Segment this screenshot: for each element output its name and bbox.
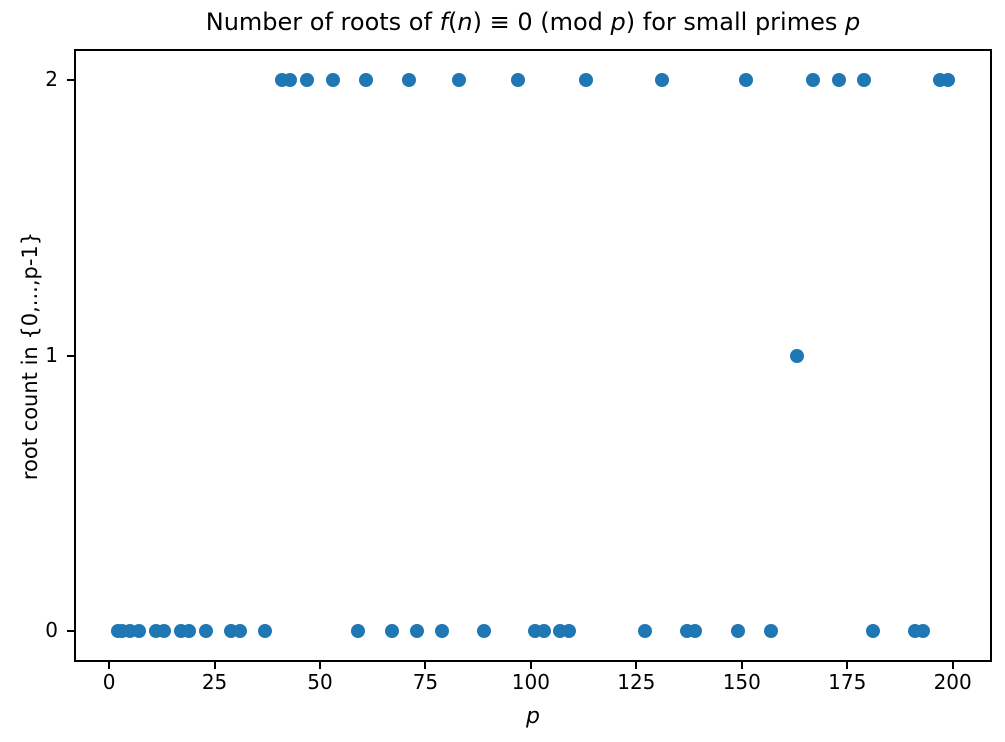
y-tick-label: 1 (45, 342, 58, 367)
y-tick-mark (67, 630, 74, 633)
data-point (359, 72, 374, 87)
x-tick-mark (529, 662, 532, 669)
title-text-part: ( (448, 8, 458, 36)
title-text-part: Number of roots of (205, 8, 440, 36)
y-tick-mark (67, 78, 74, 81)
x-tick-mark (635, 662, 638, 669)
data-point (865, 624, 880, 639)
data-point (536, 624, 551, 639)
data-point (258, 624, 273, 639)
data-point (156, 624, 171, 639)
data-point (325, 72, 340, 87)
x-tick-label: 175 (828, 670, 867, 694)
data-point (350, 624, 365, 639)
x-tick-label: 25 (201, 670, 228, 694)
data-point (941, 72, 956, 87)
x-tick-label: 75 (412, 670, 439, 694)
x-tick-mark (951, 662, 954, 669)
data-point (131, 624, 146, 639)
data-point (688, 624, 703, 639)
x-axis-label: p (526, 704, 540, 729)
data-point (831, 72, 846, 87)
data-point (401, 72, 416, 87)
x-tick-label: 125 (617, 670, 656, 694)
data-point (300, 72, 315, 87)
dots-layer (76, 51, 990, 660)
data-point (511, 72, 526, 87)
data-point (561, 624, 576, 639)
data-point (182, 624, 197, 639)
x-tick-mark (424, 662, 427, 669)
x-tick-label: 150 (722, 670, 761, 694)
data-point (654, 72, 669, 87)
data-point (283, 72, 298, 87)
y-tick-label: 0 (45, 618, 58, 643)
data-point (789, 348, 804, 363)
data-point (199, 624, 214, 639)
x-tick-label: 50 (307, 670, 333, 694)
data-point (916, 624, 931, 639)
title-math-part: p (845, 8, 861, 36)
x-tick-label: 100 (511, 670, 550, 694)
y-tick-mark (67, 354, 74, 357)
title-math-part: f (439, 8, 449, 36)
data-point (764, 624, 779, 639)
data-point (384, 624, 399, 639)
y-tick-label: 2 (45, 66, 58, 91)
x-tick-label: 200 (933, 670, 972, 694)
x-tick-mark (319, 662, 321, 669)
data-point (806, 72, 821, 87)
x-tick-mark (108, 662, 111, 669)
data-point (477, 624, 492, 639)
plot-area (74, 49, 992, 662)
title-math-part: p (610, 8, 626, 36)
x-tick-label: 0 (102, 670, 116, 694)
data-point (578, 72, 593, 87)
y-axis-label: root count in {0,...,p-1} (18, 231, 42, 481)
data-point (738, 72, 753, 87)
chart-title: Number of roots of f(n) ≡ 0 (mod p) for … (76, 8, 990, 36)
data-point (232, 624, 247, 639)
x-tick-mark (740, 662, 743, 669)
data-point (637, 624, 652, 639)
data-point (452, 72, 467, 87)
title-text-part: ) for small primes (625, 8, 845, 36)
data-point (435, 624, 450, 639)
data-point (730, 624, 745, 639)
title-math-part: n (457, 8, 473, 36)
title-text-part: ) ≡ 0 (mod (472, 8, 611, 36)
data-point (410, 624, 424, 639)
data-point (857, 72, 872, 87)
x-tick-mark (846, 662, 849, 669)
x-tick-mark (213, 662, 216, 669)
